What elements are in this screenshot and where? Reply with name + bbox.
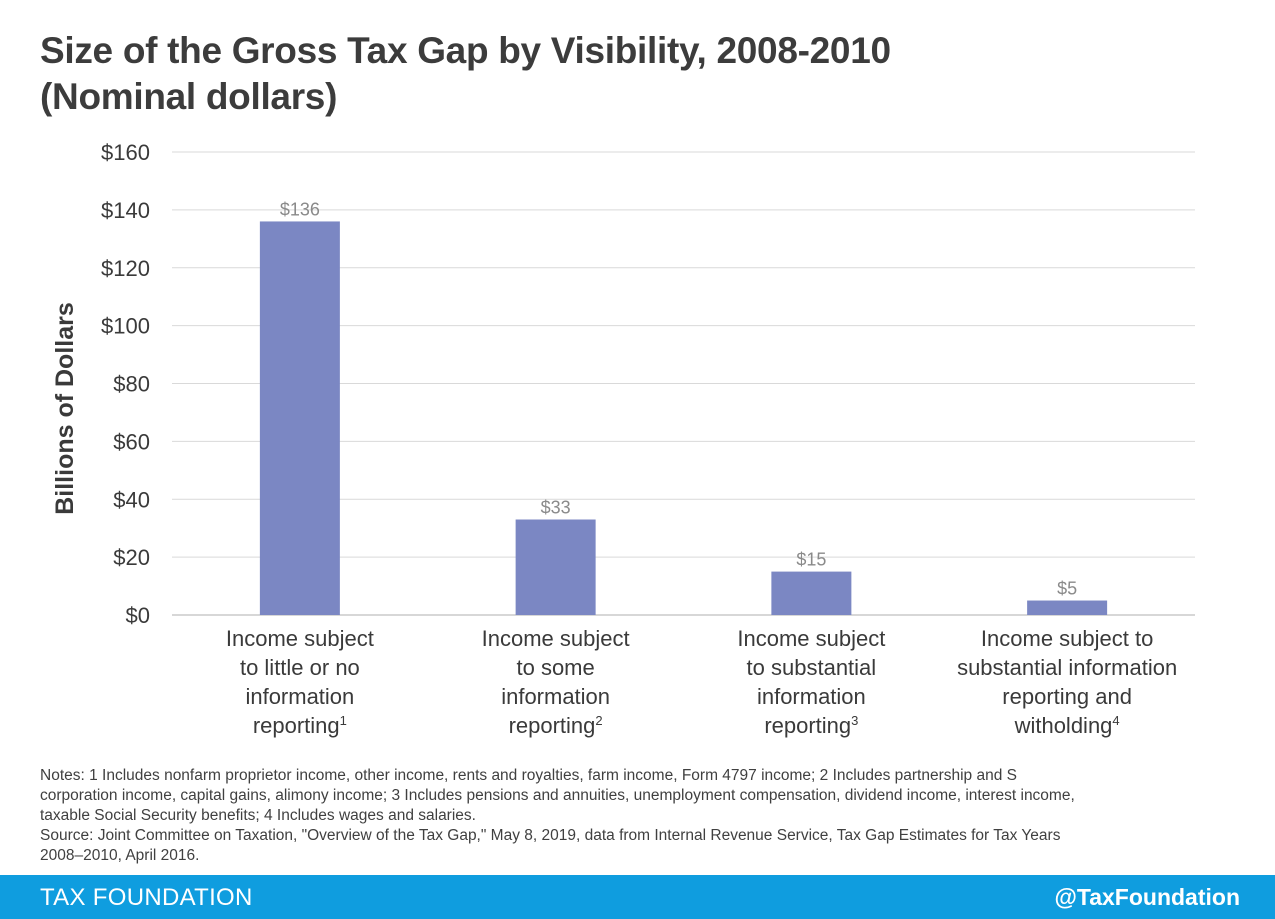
footnote-marker: 2 bbox=[595, 713, 602, 728]
notes-line-3: taxable Social Security benefits; 4 Incl… bbox=[40, 807, 476, 824]
bar bbox=[259, 221, 340, 615]
data-label: $5 bbox=[1057, 579, 1077, 599]
x-tick-label: Income subject bbox=[482, 626, 630, 651]
gridlines bbox=[172, 151, 1195, 616]
y-tick-label: $140 bbox=[101, 198, 150, 223]
x-tick-label: reporting1 bbox=[253, 713, 347, 738]
footer-handle[interactable]: @TaxFoundation bbox=[1054, 884, 1240, 910]
x-tick-label: Income subject bbox=[226, 626, 374, 651]
data-label: $15 bbox=[796, 550, 826, 570]
bar bbox=[771, 571, 852, 615]
x-tick-label: Income subject to bbox=[981, 626, 1153, 651]
source-line-2: 2008–2010, April 2016. bbox=[40, 847, 200, 864]
x-tick-label: information bbox=[501, 684, 610, 709]
x-tick-label: reporting2 bbox=[509, 713, 603, 738]
y-tick-label: $100 bbox=[101, 314, 150, 339]
x-tick-label: reporting3 bbox=[764, 713, 858, 738]
bar-chart: $0 $20 $40 $60 $80 $100 $120 $140 $160 Billions o… bbox=[51, 140, 1195, 738]
chart-title-line-1: Size of the Gross Tax Gap by Visibility,… bbox=[40, 30, 891, 71]
notes-line-2: corporation income, capital gains, alimo… bbox=[40, 787, 1075, 804]
y-tick-label: $120 bbox=[101, 256, 150, 281]
x-tick-label: to little or no bbox=[240, 655, 360, 680]
x-tick-label: to substantial bbox=[747, 655, 877, 680]
x-tick-label: information bbox=[245, 684, 354, 709]
data-label: $33 bbox=[541, 498, 571, 518]
y-tick-label: $60 bbox=[113, 429, 150, 454]
footnote-marker: 4 bbox=[1112, 713, 1119, 728]
data-label: $136 bbox=[280, 199, 320, 219]
footnote-marker: 3 bbox=[851, 713, 858, 728]
y-tick-label: $40 bbox=[113, 487, 150, 512]
footnote-marker: 1 bbox=[340, 713, 347, 728]
y-tick-label: $20 bbox=[113, 545, 150, 570]
x-tick-label: witholding4 bbox=[1014, 713, 1120, 738]
x-tick-label: information bbox=[757, 684, 866, 709]
chart-notes: Notes: 1 Includes nonfarm proprietor inc… bbox=[40, 766, 1240, 866]
y-axis-title: Billions of Dollars bbox=[51, 302, 79, 515]
chart-title-line-2: (Nominal dollars) bbox=[40, 76, 338, 117]
source-line-1: Source: Joint Committee on Taxation, "Ov… bbox=[40, 827, 1061, 844]
y-tick-label: $0 bbox=[126, 603, 150, 628]
y-tick-label: $160 bbox=[101, 140, 150, 165]
bar bbox=[515, 519, 596, 615]
y-tick-label: $80 bbox=[113, 372, 150, 397]
x-tick-label: to some bbox=[516, 655, 594, 680]
chart-title: Size of the Gross Tax Gap by Visibility,… bbox=[40, 28, 1240, 120]
x-tick-label: substantial information bbox=[957, 655, 1177, 680]
footer-bar: TAX FOUNDATION @TaxFoundation bbox=[0, 875, 1275, 919]
bar bbox=[1027, 600, 1108, 615]
x-tick-label: reporting and bbox=[1002, 684, 1132, 709]
notes-line-1: Notes: 1 Includes nonfarm proprietor inc… bbox=[40, 767, 1017, 784]
bars bbox=[259, 221, 1108, 615]
footer-brand: TAX FOUNDATION bbox=[40, 884, 253, 911]
labels: $0 $20 $40 $60 $80 $100 $120 $140 $160 Billions o… bbox=[51, 140, 1177, 738]
x-tick-label: Income subject bbox=[737, 626, 885, 651]
